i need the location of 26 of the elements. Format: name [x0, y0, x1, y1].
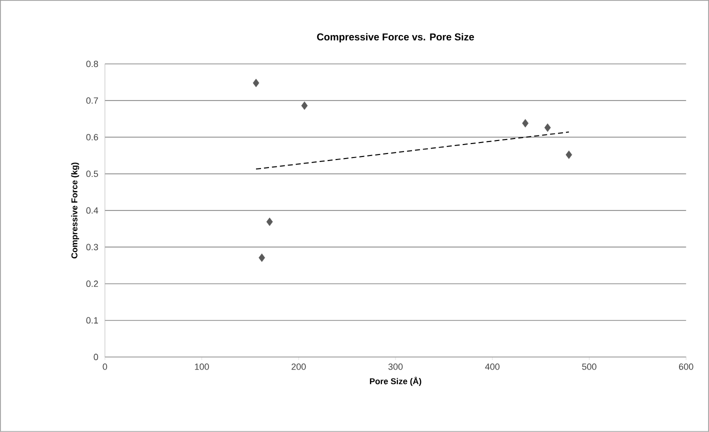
x-tick-label: 500: [582, 364, 596, 370]
point: [522, 119, 529, 128]
y-tick-label: 0.7: [86, 97, 98, 104]
x-tick-label: 600: [679, 364, 694, 370]
y-axis-title: Compressive Force (kg): [71, 162, 80, 258]
y-tick-label: 0.4: [86, 207, 98, 214]
y-tick-label: 0.5: [86, 170, 98, 178]
y-tick-label: 0: [94, 354, 98, 360]
x-tick-label: 0: [102, 364, 108, 370]
y-tick-label: 0.2: [86, 280, 98, 287]
x-axis-title: Pore Size (Å): [370, 376, 422, 386]
point: [252, 78, 260, 88]
chart-title: Compressive Force vs. Pore Size: [317, 33, 474, 42]
point: [258, 254, 266, 262]
x-tick-label: 400: [485, 364, 500, 370]
point: [301, 102, 308, 110]
point: [544, 123, 551, 132]
y-tick-label: 0.3: [86, 244, 98, 250]
x-tick-label: 100: [195, 364, 209, 370]
y-tick-label: 0.8: [86, 60, 98, 68]
y-tick-label: 0.6: [86, 134, 98, 140]
y-tick-label: 0.1: [86, 317, 98, 324]
point: [566, 150, 572, 160]
x-tick-label: 300: [388, 364, 403, 370]
point: [266, 218, 273, 226]
x-tick-label: 200: [292, 364, 306, 370]
